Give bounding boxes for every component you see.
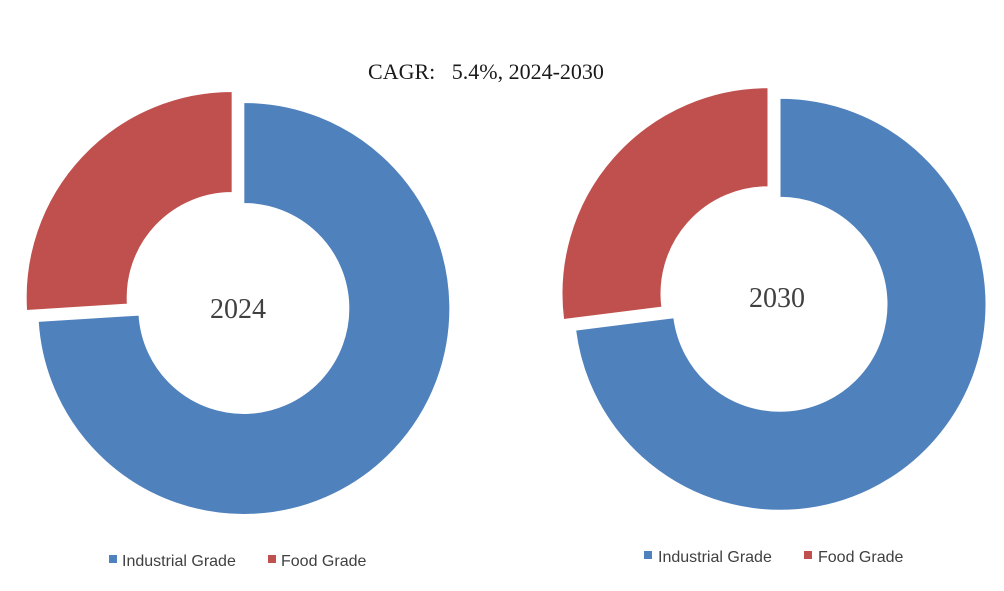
donut-slices-2024 bbox=[25, 91, 451, 515]
legend-label-food-grade: Food Grade bbox=[281, 553, 366, 570]
slice-food-grade-2024 bbox=[25, 91, 233, 311]
legend-swatch-industrial-grade bbox=[109, 555, 117, 563]
legend-label-industrial-grade: Industrial Grade bbox=[658, 549, 772, 566]
legend-swatch-food-grade bbox=[804, 551, 812, 559]
legend-2024: Industrial Grade Food Grade bbox=[109, 553, 366, 570]
donut-slices-2030 bbox=[561, 87, 987, 511]
legend-2030: Industrial Grade Food Grade bbox=[644, 549, 903, 566]
chart-title: CAGR: 5.4%, 2024-2030 bbox=[368, 59, 604, 84]
center-label-2024: 2024 bbox=[210, 294, 266, 325]
legend-label-food-grade: Food Grade bbox=[818, 549, 903, 566]
slice-industrial-grade-2024 bbox=[37, 101, 451, 515]
legend-swatch-food-grade bbox=[268, 555, 276, 563]
legend-swatch-industrial-grade bbox=[644, 551, 652, 559]
center-label-2030: 2030 bbox=[749, 283, 805, 314]
donut-chart-2024: 2024 Industrial Grade Food Grade bbox=[25, 91, 451, 570]
legend-label-industrial-grade: Industrial Grade bbox=[122, 553, 236, 570]
donut-chart-2030: 2030 Industrial Grade Food Grade bbox=[561, 87, 987, 566]
slice-food-grade-2030 bbox=[561, 87, 769, 321]
slice-industrial-grade-2030 bbox=[575, 97, 987, 511]
